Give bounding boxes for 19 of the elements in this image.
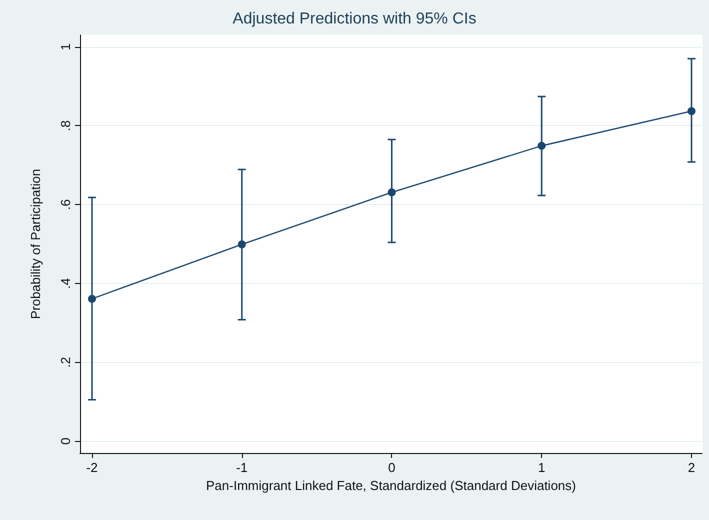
point bbox=[88, 294, 96, 303]
y-tick-label: .8 bbox=[58, 120, 73, 132]
x-tick-label: -1 bbox=[236, 460, 248, 475]
chart-title: Adjusted Predictions with 95% CIs bbox=[232, 10, 476, 28]
x-axis-title: Pan-Immigrant Linked Fate, Standardized (Standard Deviations) bbox=[206, 478, 576, 493]
x-tick-label: 1 bbox=[538, 460, 546, 475]
x-tick-label: -2 bbox=[86, 460, 98, 475]
y-tick-label: 0 bbox=[58, 438, 73, 445]
x-tick-label: 0 bbox=[388, 460, 396, 475]
y-tick-label: .6 bbox=[58, 199, 73, 210]
x-tick-label: 2 bbox=[688, 460, 696, 475]
point bbox=[688, 107, 696, 116]
y-axis-title: Probability of Participation bbox=[28, 168, 43, 320]
point bbox=[238, 240, 246, 248]
y-tick-label: 1 bbox=[58, 43, 73, 50]
point bbox=[538, 142, 546, 150]
y-tick-label: .2 bbox=[58, 356, 73, 368]
y-tick-label: .4 bbox=[58, 278, 73, 289]
point bbox=[388, 188, 396, 196]
